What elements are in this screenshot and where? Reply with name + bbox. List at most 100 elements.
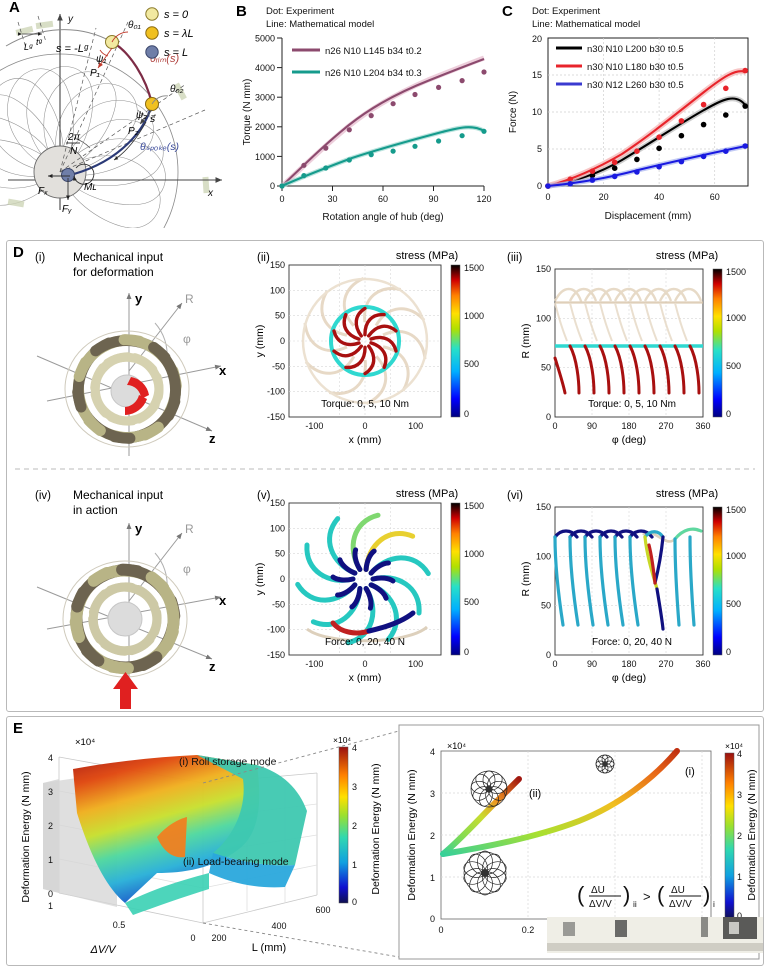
panel-b-xlabel: Rotation angle of hub (deg) (322, 212, 443, 223)
panel-d-ii-colorbar-ticks: 1500 1000 500 0 (464, 263, 484, 419)
panel-c-xlabel: Displacement (mm) (605, 211, 692, 222)
panel-d-sub-ii: (ii) stress (MPa) (254, 250, 484, 446)
svg-text:1: 1 (48, 901, 53, 911)
label-psi1: ψ₁ (96, 54, 106, 65)
panel-e-surface-front-edge (125, 873, 209, 915)
panel-b-series-teal (279, 124, 487, 189)
panel-d-iv-wheel-render (62, 560, 188, 678)
panel-d-vi-tag: (vi) (507, 490, 523, 502)
panel-e-surface-lower-lobe (209, 853, 295, 888)
panel-d-iii-ticks: 150 100 50 0 0 90 180 270 360 (536, 264, 711, 431)
formula-right-sub: i (713, 899, 715, 909)
axis-y-label: y (67, 14, 74, 25)
panel-c-ytick-10: 10 (532, 107, 542, 117)
svg-text:100: 100 (536, 551, 551, 561)
svg-text:0: 0 (737, 911, 742, 921)
panel-b-ytick-5000: 5000 (255, 34, 275, 44)
two-pi-over-N-arc (73, 137, 91, 149)
svg-text:0.5: 0.5 (113, 920, 126, 930)
s-vector-arrow (113, 121, 147, 161)
svg-text:(: ( (577, 882, 585, 907)
svg-text:1000: 1000 (726, 313, 746, 323)
svg-text:4: 4 (352, 743, 357, 753)
svg-text:0: 0 (280, 336, 285, 346)
label-theta-spoke: θₛₚₒₖₑ(s) (140, 141, 179, 153)
panel-e-inset-yticks: 4 3 2 1 0 (430, 747, 435, 924)
svg-text:0: 0 (362, 659, 367, 669)
panel-b-ytick-0: 0 (270, 181, 275, 191)
panel-c-ytick-5: 5 (537, 144, 542, 154)
panel-d-ii-ticks: 150 100 50 0 -50 -100 -150 -100 0 100 (267, 260, 423, 431)
svg-text:1500: 1500 (464, 501, 484, 511)
theta01-arc (111, 31, 129, 43)
panel-d-v-annotation: Force: 0, 20, 40 N (325, 637, 405, 648)
panel-d-vi-colorbar (712, 506, 723, 656)
legend-swatch-sL (145, 45, 159, 59)
legend-swatch-lambdaL (145, 26, 159, 40)
panel-d-i-title-2: for deformation (73, 265, 154, 279)
panel-d-iii-spokes (553, 344, 701, 395)
svg-text:2: 2 (737, 831, 742, 841)
panel-d-iii-annotation: Torque: 0, 5, 10 Nm (588, 399, 676, 410)
panel-d-v-tag: (v) (257, 490, 271, 502)
legend-label-s0: s = 0 (164, 9, 189, 21)
panel-e-content: E ×10⁴ Deformation Energy (N mm) (13, 720, 763, 960)
panel-d-iv-title-1: Mechanical input (73, 488, 164, 502)
panel-a-legend: s = 0 s = λL s = L (145, 7, 194, 59)
panel-c-legend-label-3: n30 N12 L260 b30 t0.5 (587, 80, 684, 91)
svg-text:0: 0 (552, 421, 557, 431)
panel-d-iv-force-arrow (113, 672, 138, 709)
panel-e-z-ticks: 4 3 2 1 0 (48, 753, 53, 899)
label-two-pi: 2π (67, 132, 81, 143)
panel-b-legend-label-1: n26 N10 L145 b34 t0.2 (325, 46, 422, 57)
label-P2: P₂ (128, 126, 139, 137)
svg-text:0: 0 (438, 925, 443, 935)
svg-text:0: 0 (726, 409, 731, 419)
svg-text:3: 3 (352, 782, 357, 792)
svg-text:1500: 1500 (464, 263, 484, 273)
svg-text:-50: -50 (272, 599, 285, 609)
panel-d-iii-ylabel: R (mm) (520, 324, 532, 359)
panel-b-ytick-2000: 2000 (255, 122, 275, 132)
panel-e-x-ticks: 1 0.5 0 (48, 901, 196, 943)
panel-d-i-title-1: Mechanical input (73, 250, 164, 264)
panel-b-ytick-3000: 3000 (255, 93, 275, 103)
label-P1: P₁ (90, 68, 100, 79)
panel-d-vi-spokes (553, 535, 696, 631)
svg-text:0: 0 (362, 421, 367, 431)
panel-e-inset-ylabel: Deformation Energy (N mm) (406, 769, 418, 900)
formula-relation: > (643, 889, 651, 904)
panel-e-inset-curve-ii (440, 776, 522, 857)
legend-label-lambdaL: s = λL (164, 28, 194, 40)
svg-text:1500: 1500 (726, 267, 746, 277)
svg-text:0: 0 (190, 933, 195, 943)
label-s-minus-Lg: s = -Lᵍ (56, 43, 89, 55)
panel-d-vi-annotation: Force: 0, 20, 40 N (592, 637, 672, 648)
svg-text:50: 50 (541, 601, 551, 611)
panel-d-vi-colorbar-title: stress (MPa) (656, 488, 718, 500)
panel-d-i-wheel-render (64, 330, 190, 448)
panel-d-v-arms (295, 512, 431, 646)
svg-text:0: 0 (464, 409, 469, 419)
panel-d-iii-colorbar-ticks: 1500 1000 500 0 (726, 267, 746, 419)
svg-text:): ) (703, 882, 710, 907)
svg-text:100: 100 (408, 421, 423, 431)
panel-d-sub-iv: (iv) Mechanical input in action y x z R … (35, 488, 227, 709)
svg-text:(: ( (657, 882, 665, 907)
svg-text:0: 0 (546, 650, 551, 660)
svg-text:0: 0 (546, 412, 551, 422)
panel-d-v-ticks: 150 100 50 0 -50 -100 -150 -100 0 100 (267, 498, 423, 669)
panel-d-i-tag: (i) (35, 252, 45, 264)
panel-d-iv-axis-z: z (209, 659, 216, 674)
panel-e-y-ticks: 200 400 600 (211, 905, 330, 943)
panel-c-xtick-60: 60 (710, 192, 720, 202)
panel-d-ii-annotation: Torque: 0, 5, 10 Nm (321, 399, 409, 410)
axis-x-label: x (207, 188, 214, 199)
panel-e-xlabel: ΔV/V (89, 944, 117, 956)
panel-e-inset-curve-i (440, 748, 680, 857)
panel-d-iii-ghost (553, 287, 703, 342)
panel-d-ii-xlabel: x (mm) (349, 434, 382, 446)
panel-b-xtick-30: 30 (327, 194, 337, 204)
panel-d-letter: D (13, 244, 24, 261)
